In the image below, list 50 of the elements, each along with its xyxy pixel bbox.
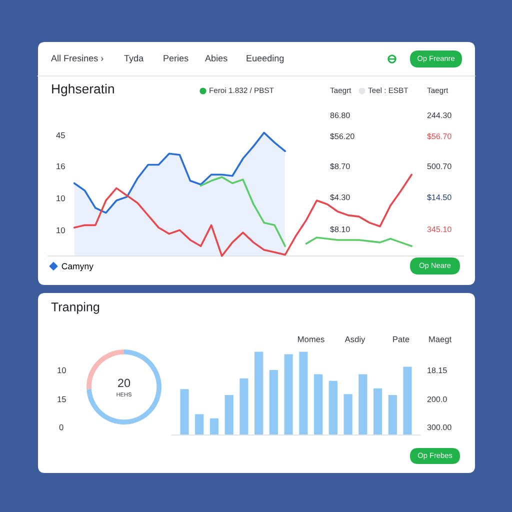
- bar: [210, 418, 219, 435]
- text: Asdiy: [344, 336, 366, 344]
- text: 20: [118, 378, 130, 388]
- text: 244.30: [427, 112, 452, 118]
- annotation: $4.30: [330, 194, 350, 201]
- text: 10: [56, 195, 65, 202]
- text: 10: [58, 367, 66, 374]
- text: $14.50: [427, 194, 452, 201]
- text: 500.70: [427, 163, 452, 170]
- bar: [254, 352, 264, 435]
- chart-title: Hghseratin: [52, 84, 114, 96]
- bar: [299, 352, 308, 435]
- bar: [284, 354, 293, 435]
- annotation: $8.10: [330, 226, 350, 233]
- text: Pate: [393, 336, 410, 342]
- text: 10: [56, 227, 65, 234]
- text: $56.70: [427, 133, 452, 140]
- bar: [344, 394, 352, 435]
- bar: [269, 370, 278, 435]
- text: All Fresines ›: [51, 54, 104, 62]
- bar: [373, 388, 382, 435]
- annotation: $8.70: [330, 163, 350, 170]
- bar: [358, 374, 368, 435]
- legend-label: Camyny: [62, 263, 94, 272]
- text: 86.80: [330, 112, 350, 118]
- bar: [314, 374, 323, 435]
- text: 15: [58, 396, 66, 402]
- annotation: $56.20: [330, 133, 354, 140]
- text: 300.00: [427, 424, 452, 430]
- text: 16: [56, 163, 65, 170]
- chart-title: Tranping: [51, 302, 100, 314]
- text: 18.15: [428, 367, 447, 374]
- bar: [240, 378, 248, 435]
- bar: [224, 395, 234, 435]
- text: Abies: [205, 54, 228, 62]
- text: Tyda: [124, 54, 144, 64]
- bar: [180, 389, 189, 435]
- text: Peries: [164, 54, 188, 62]
- bar: [328, 380, 338, 435]
- donut-slice: [86, 350, 162, 424]
- bar: [388, 395, 397, 435]
- bar: [403, 366, 412, 435]
- text: Maegt: [429, 336, 452, 344]
- text: 45: [56, 132, 65, 138]
- text: Momes: [298, 336, 324, 342]
- text: 0: [59, 424, 64, 430]
- text: 345.10: [427, 226, 452, 232]
- text: Eueeding: [246, 54, 284, 64]
- text: 200.0: [427, 396, 447, 402]
- bar: [195, 414, 204, 435]
